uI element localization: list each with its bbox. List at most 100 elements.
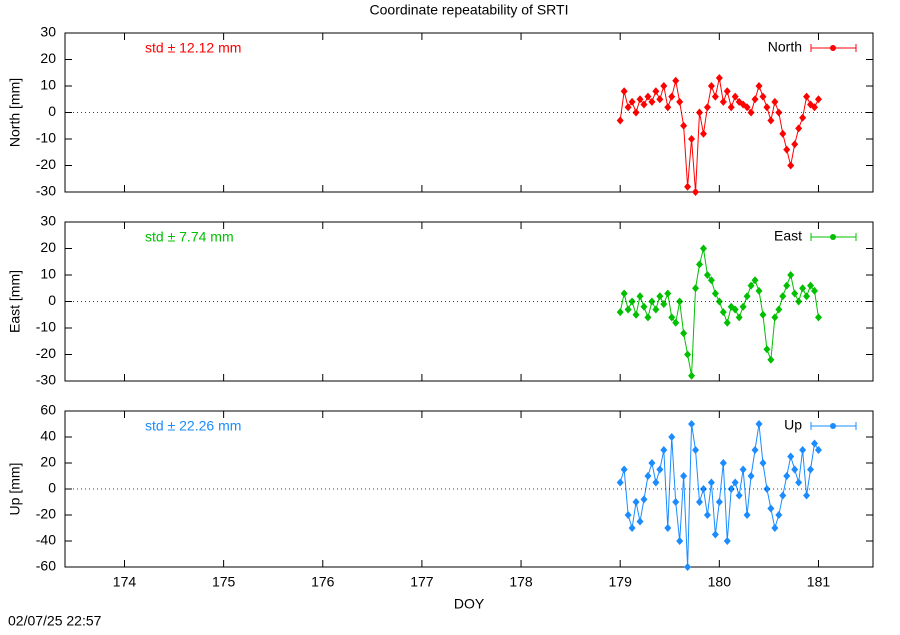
data-point — [684, 350, 692, 359]
legend-label: East — [774, 228, 802, 244]
data-point — [727, 103, 735, 112]
data-point — [644, 92, 652, 101]
data-point — [755, 420, 763, 428]
data-point — [775, 511, 783, 519]
data-point — [783, 145, 791, 154]
data-point — [676, 97, 684, 106]
data-point — [731, 305, 739, 314]
legend-marker — [830, 45, 836, 51]
y-tick-label: 40 — [40, 428, 56, 444]
data-point — [791, 140, 799, 149]
data-point — [636, 292, 644, 301]
data-point — [814, 313, 822, 322]
x-tick-label: 177 — [410, 574, 434, 590]
data-point — [648, 97, 656, 106]
data-point — [664, 289, 672, 298]
data-point — [628, 297, 636, 306]
data-point — [620, 87, 628, 96]
data-point — [715, 498, 723, 506]
y-tick-label: -40 — [36, 532, 56, 548]
data-point — [707, 478, 715, 487]
data-point — [688, 135, 696, 143]
data-point — [731, 92, 739, 101]
data-point — [799, 446, 807, 454]
data-point — [692, 188, 700, 196]
data-point — [771, 313, 779, 322]
data-point — [703, 271, 711, 279]
data-point — [656, 465, 664, 474]
data-point — [684, 182, 692, 191]
y-axis-label: North [mm] — [7, 78, 23, 147]
data-point — [680, 329, 688, 338]
data-point — [747, 108, 755, 117]
data-point — [751, 276, 759, 285]
x-tick-label: 178 — [509, 574, 533, 590]
data-point — [664, 524, 672, 532]
data-point — [743, 292, 751, 301]
data-point — [656, 95, 664, 104]
data-point — [723, 537, 731, 545]
data-point — [660, 446, 668, 454]
data-point — [775, 108, 783, 117]
data-point — [636, 517, 644, 526]
data-point — [759, 92, 767, 101]
data-point — [799, 113, 807, 122]
series-line — [619, 248, 819, 376]
data-point — [763, 345, 771, 354]
data-point — [795, 297, 803, 306]
data-point — [632, 108, 640, 117]
data-point — [771, 97, 779, 106]
chart-title: Coordinate repeatability of SRTI — [370, 2, 569, 18]
data-point — [684, 563, 692, 571]
data-point — [652, 478, 660, 487]
data-point — [719, 97, 727, 106]
data-point — [640, 302, 648, 311]
data-point — [648, 459, 656, 467]
data-point — [799, 284, 807, 293]
annotation: std ± 22.26 mm — [145, 418, 241, 434]
y-tick-label: -30 — [36, 372, 56, 388]
data-point — [628, 97, 636, 106]
data-point — [699, 485, 707, 493]
data-point — [696, 498, 704, 506]
data-point — [676, 537, 684, 545]
data-point — [775, 305, 783, 314]
data-point — [787, 271, 795, 279]
y-tick-label: 10 — [40, 77, 56, 93]
data-point — [739, 465, 747, 474]
data-point — [652, 305, 660, 314]
data-point — [632, 498, 640, 506]
data-point — [711, 530, 719, 539]
x-tick-label: 179 — [609, 574, 633, 590]
data-point — [644, 472, 652, 480]
data-point — [779, 491, 787, 500]
x-tick-label: 174 — [113, 574, 137, 590]
data-point — [680, 121, 688, 130]
y-tick-label: 20 — [40, 454, 56, 470]
legend-label: North — [768, 39, 802, 55]
data-point — [688, 371, 696, 380]
data-point — [632, 310, 640, 319]
data-point — [783, 281, 791, 290]
data-point — [664, 103, 672, 112]
data-point — [787, 161, 795, 170]
data-point — [711, 289, 719, 298]
data-point — [743, 511, 751, 519]
data-point — [676, 297, 684, 306]
data-point — [692, 446, 700, 454]
y-tick-label: -20 — [36, 345, 56, 361]
data-point — [660, 300, 668, 309]
data-point — [727, 485, 735, 493]
data-point — [763, 485, 771, 493]
data-point — [743, 103, 751, 112]
x-tick-label: 180 — [708, 574, 732, 590]
data-point — [715, 297, 723, 306]
data-point — [624, 305, 632, 314]
series-line — [619, 423, 819, 568]
data-point — [747, 281, 755, 290]
data-point — [795, 478, 803, 487]
data-point — [699, 244, 707, 253]
data-point — [672, 318, 680, 327]
data-point — [755, 286, 763, 295]
data-point — [620, 289, 628, 298]
